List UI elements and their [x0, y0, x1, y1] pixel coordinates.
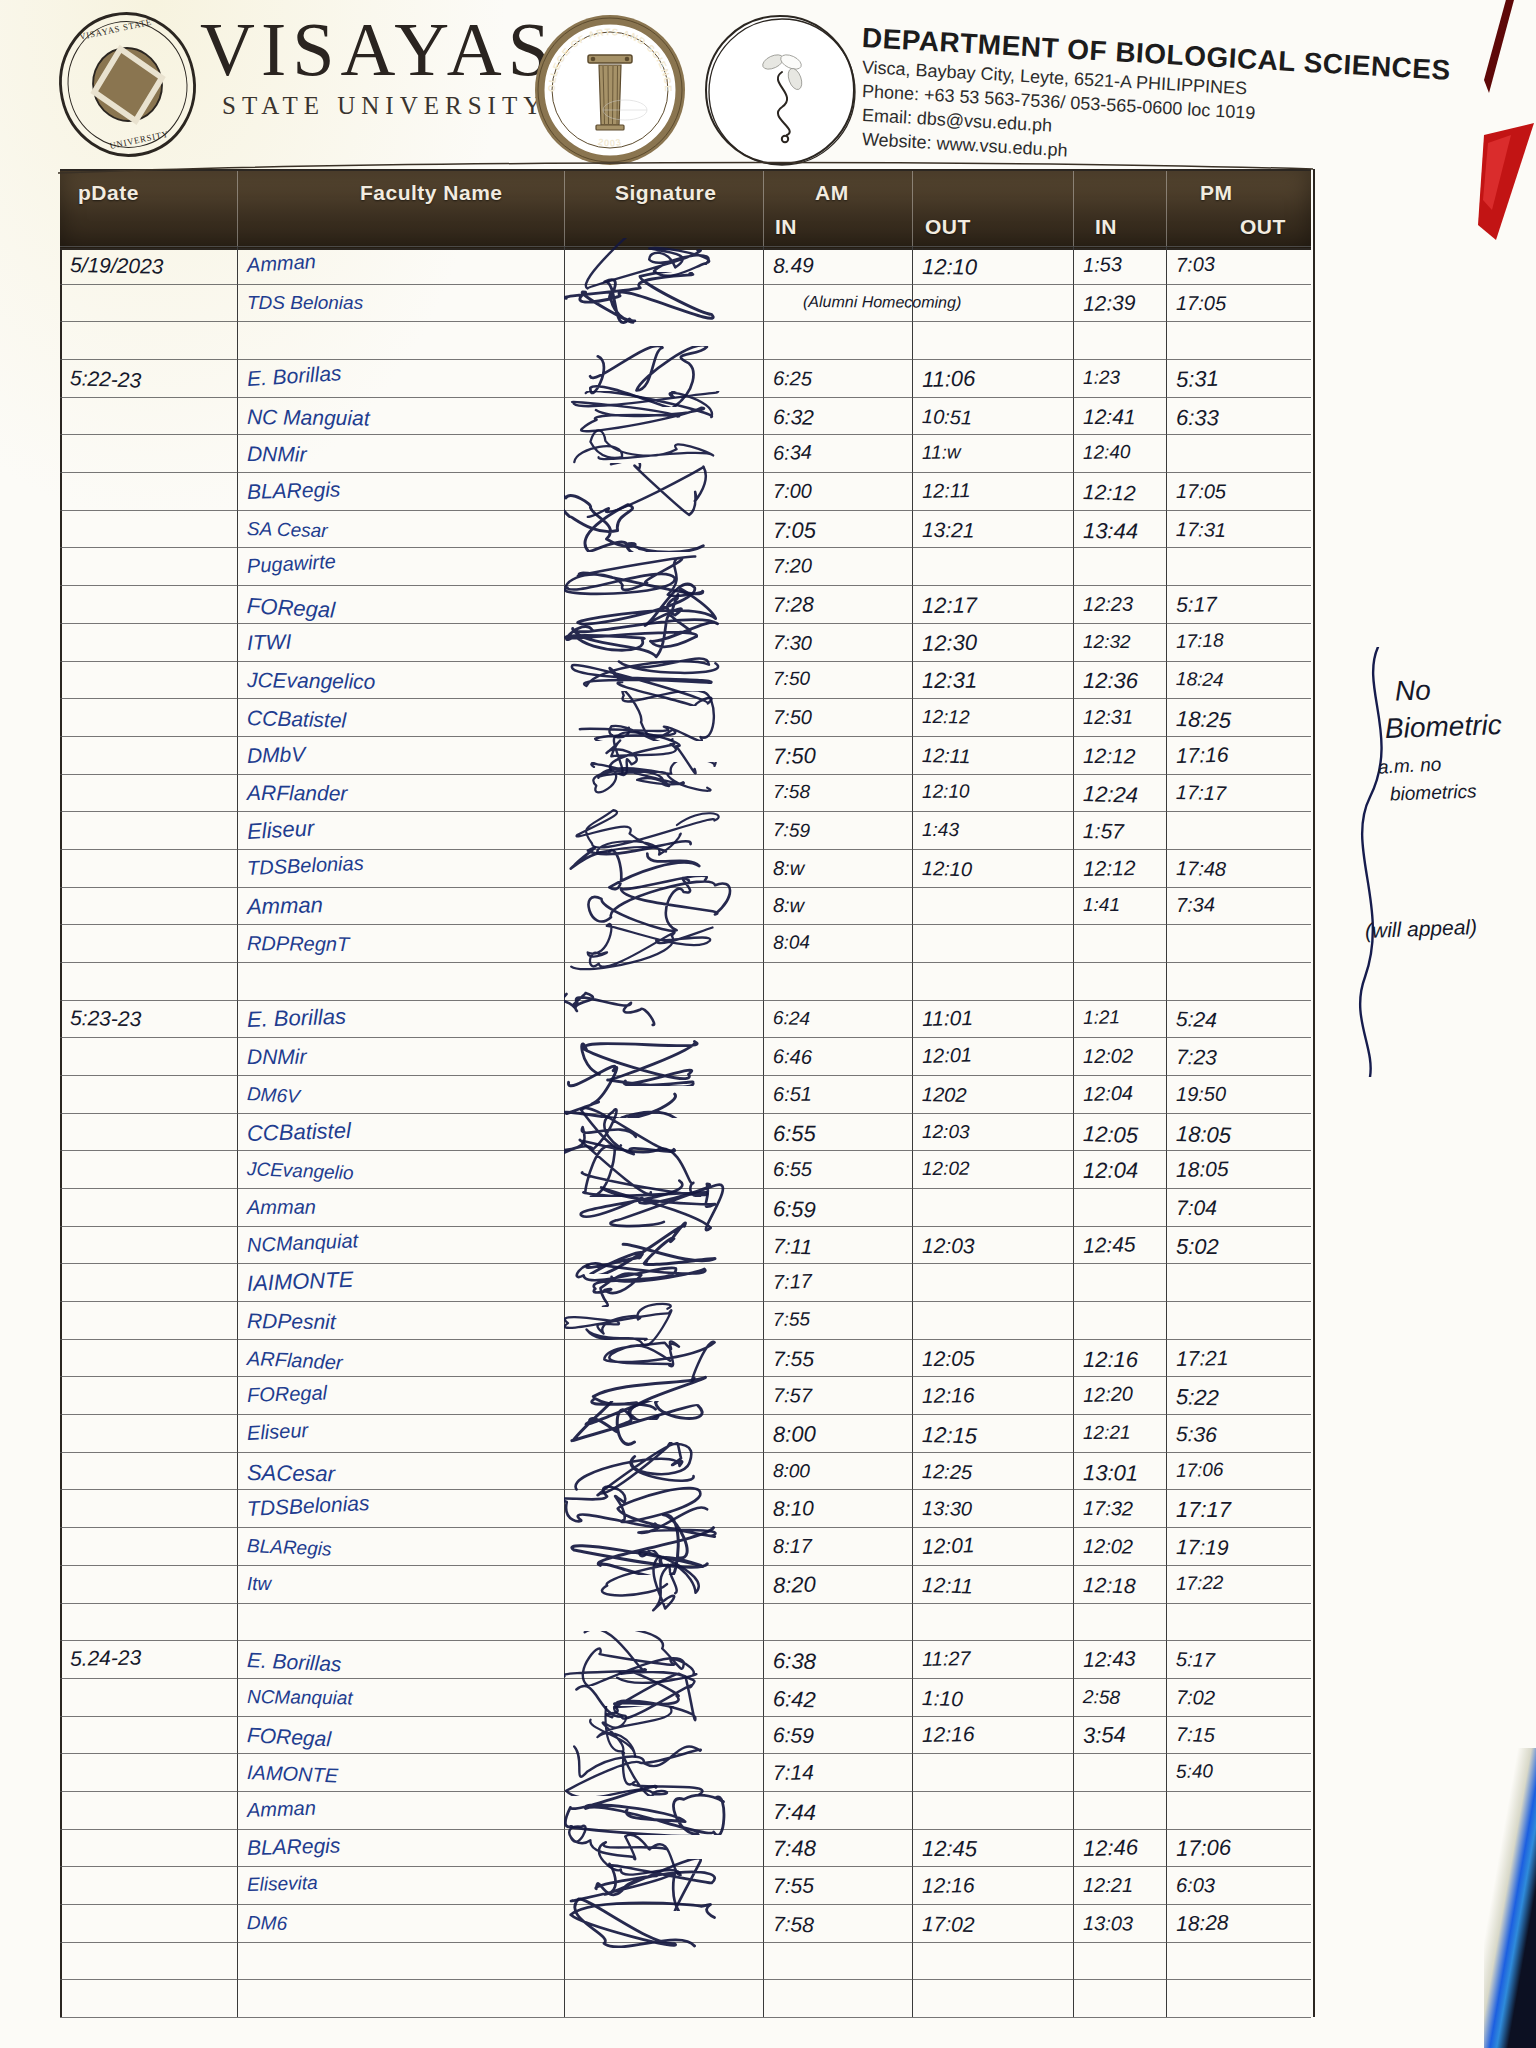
svg-text:2003: 2003	[597, 136, 623, 148]
